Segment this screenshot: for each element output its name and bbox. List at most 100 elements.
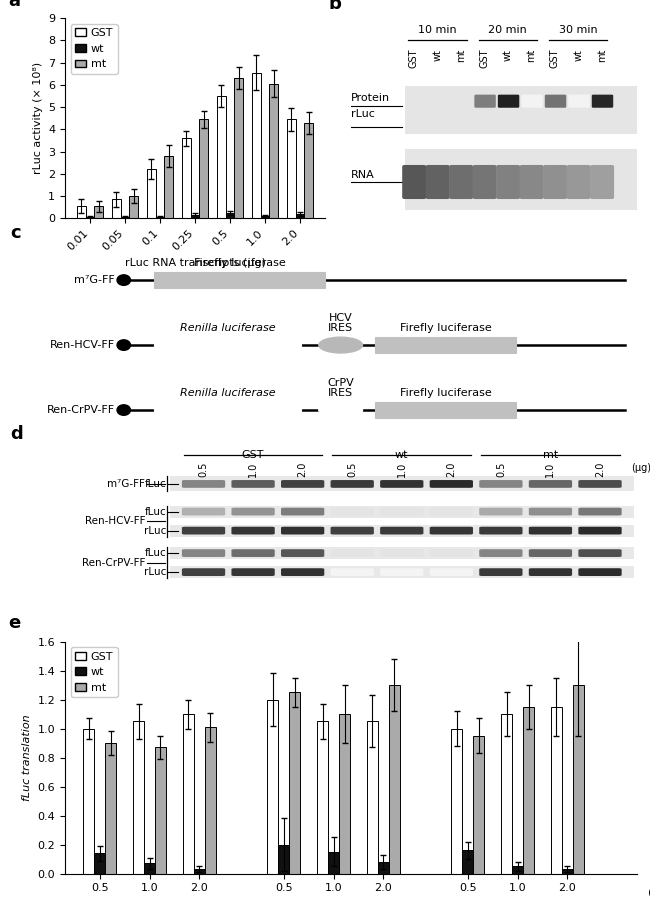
Text: fLuc: fLuc — [145, 548, 166, 558]
FancyBboxPatch shape — [529, 550, 572, 557]
FancyBboxPatch shape — [281, 550, 324, 557]
FancyBboxPatch shape — [496, 165, 520, 199]
Text: 1.0: 1.0 — [396, 461, 407, 477]
Bar — [252, 73, 261, 218]
Text: RNA: RNA — [351, 170, 375, 180]
FancyBboxPatch shape — [380, 568, 423, 576]
Bar — [376, 402, 516, 418]
Bar — [155, 747, 166, 874]
FancyBboxPatch shape — [331, 568, 374, 576]
Bar — [190, 215, 200, 218]
Text: Firefly luciferase: Firefly luciferase — [400, 388, 491, 398]
Text: mt: mt — [456, 49, 466, 62]
Bar — [304, 123, 313, 218]
Text: e: e — [8, 613, 20, 632]
X-axis label: rLuc RNA transcripts (μg): rLuc RNA transcripts (μg) — [125, 258, 265, 268]
Bar — [296, 214, 304, 218]
Text: fLuc: fLuc — [145, 507, 166, 517]
FancyBboxPatch shape — [331, 550, 374, 557]
FancyBboxPatch shape — [578, 508, 621, 515]
FancyBboxPatch shape — [281, 480, 324, 488]
Text: mt: mt — [526, 49, 536, 62]
FancyBboxPatch shape — [578, 527, 621, 534]
Text: fLuc: fLuc — [145, 479, 166, 489]
FancyBboxPatch shape — [430, 550, 473, 557]
Bar — [129, 197, 138, 218]
FancyBboxPatch shape — [182, 568, 225, 576]
Bar — [317, 722, 328, 874]
Bar — [205, 727, 216, 874]
Text: HCV: HCV — [329, 313, 352, 323]
FancyBboxPatch shape — [281, 508, 324, 515]
Text: 1.0: 1.0 — [545, 461, 556, 477]
Bar — [133, 722, 144, 874]
FancyBboxPatch shape — [479, 568, 523, 576]
FancyBboxPatch shape — [430, 527, 473, 534]
Text: b: b — [328, 0, 341, 14]
FancyBboxPatch shape — [449, 165, 473, 199]
Bar — [462, 850, 473, 874]
Bar — [182, 138, 190, 218]
Text: Ren-HCV-FF: Ren-HCV-FF — [84, 516, 145, 526]
Bar — [112, 199, 121, 218]
Text: wt: wt — [432, 49, 443, 61]
Bar — [367, 722, 378, 874]
Bar — [94, 854, 105, 874]
FancyBboxPatch shape — [578, 568, 621, 576]
Ellipse shape — [117, 339, 131, 350]
Text: Renilla luciferase: Renilla luciferase — [180, 323, 276, 333]
FancyBboxPatch shape — [543, 165, 567, 199]
Bar — [77, 207, 86, 218]
Bar — [144, 864, 155, 874]
FancyBboxPatch shape — [231, 527, 275, 534]
Bar — [200, 119, 208, 218]
FancyBboxPatch shape — [380, 527, 423, 534]
Bar — [376, 337, 516, 353]
FancyBboxPatch shape — [182, 508, 225, 515]
FancyBboxPatch shape — [182, 550, 225, 557]
Ellipse shape — [117, 275, 131, 286]
Text: Firefly luciferase: Firefly luciferase — [194, 258, 286, 268]
Text: Firefly luciferase: Firefly luciferase — [400, 323, 491, 333]
FancyBboxPatch shape — [231, 508, 275, 515]
FancyBboxPatch shape — [578, 550, 621, 557]
FancyBboxPatch shape — [331, 480, 374, 488]
Text: 0.5: 0.5 — [198, 461, 209, 477]
Bar — [562, 869, 573, 874]
Bar — [551, 707, 562, 874]
Text: Ren-HCV-FF: Ren-HCV-FF — [49, 340, 114, 350]
FancyBboxPatch shape — [402, 165, 426, 199]
Bar — [170, 506, 634, 518]
Legend: GST, wt, mt: GST, wt, mt — [71, 24, 118, 74]
Text: 2.0: 2.0 — [447, 461, 456, 477]
Bar — [170, 476, 634, 490]
FancyBboxPatch shape — [529, 527, 572, 534]
Bar — [155, 217, 164, 218]
FancyBboxPatch shape — [231, 550, 275, 557]
Bar — [170, 566, 634, 578]
FancyBboxPatch shape — [430, 480, 473, 488]
FancyBboxPatch shape — [479, 480, 523, 488]
FancyBboxPatch shape — [567, 165, 591, 199]
Bar — [147, 169, 155, 218]
Text: mt: mt — [543, 450, 558, 460]
Ellipse shape — [318, 402, 363, 418]
FancyBboxPatch shape — [406, 149, 645, 210]
FancyBboxPatch shape — [380, 550, 423, 557]
Bar — [378, 862, 389, 874]
Text: 2.0: 2.0 — [298, 461, 307, 477]
FancyBboxPatch shape — [479, 550, 523, 557]
Text: GST: GST — [242, 450, 265, 460]
Bar — [94, 207, 103, 218]
FancyBboxPatch shape — [426, 165, 450, 199]
FancyBboxPatch shape — [380, 480, 423, 488]
Text: 10 min: 10 min — [418, 25, 457, 35]
Bar — [170, 524, 634, 537]
Text: (μg): (μg) — [631, 463, 650, 473]
Text: 20 min: 20 min — [488, 25, 527, 35]
Text: IRES: IRES — [328, 323, 353, 333]
Text: mt: mt — [597, 49, 607, 62]
Text: m⁷G-FF: m⁷G-FF — [107, 479, 145, 489]
Bar — [170, 547, 634, 559]
FancyBboxPatch shape — [592, 95, 613, 107]
